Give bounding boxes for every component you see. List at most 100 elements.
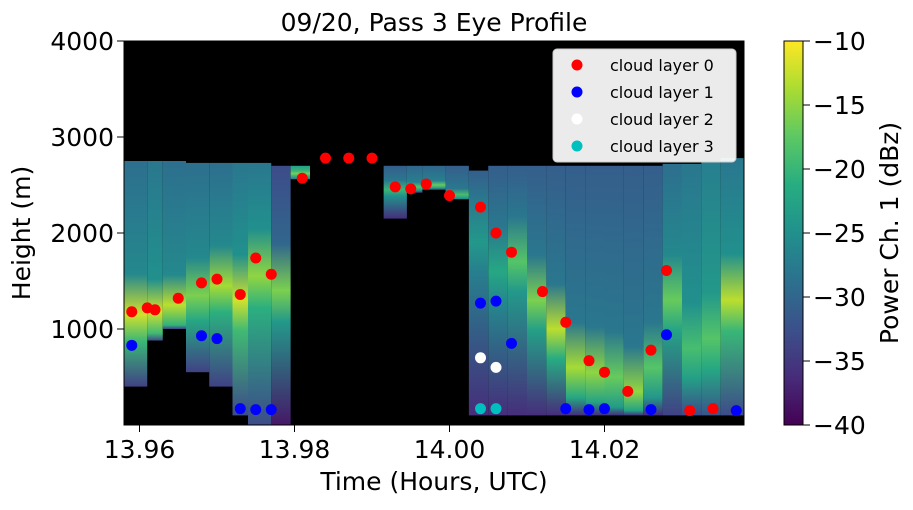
legend: cloud layer 0 cloud layer 1 cloud layer 2 c…	[552, 48, 737, 163]
cloud-layer-2-point	[490, 361, 502, 373]
heatmap-layer	[124, 158, 744, 425]
cloud-layer-1-point	[599, 403, 610, 415]
colorbar-tick-label: −35	[813, 347, 866, 376]
legend-marker	[571, 86, 583, 98]
heatmap-column	[546, 165, 566, 416]
colorbar-axis: −40 −35 −30 −25 −20 −15 −10	[803, 27, 866, 440]
heatmap-column	[604, 165, 624, 416]
heatmap-column	[186, 162, 210, 373]
legend-label: cloud layer 1	[610, 83, 714, 102]
cloud-layer-1-point	[265, 404, 277, 416]
cloud-layer-0-point	[126, 306, 138, 318]
cloud-layer-3-point	[475, 403, 486, 415]
legend-box	[552, 48, 737, 163]
cloud-layer-0-point	[583, 355, 595, 367]
cloud-layer-1-point	[126, 339, 138, 351]
y-tick-label: 1000	[50, 315, 114, 344]
cloud-layer-1-point	[661, 329, 672, 341]
heatmap-column	[124, 161, 148, 387]
heatmap-column	[507, 165, 527, 416]
cloud-layer-0-point	[444, 190, 455, 202]
cloud-layer-1-point	[506, 337, 517, 349]
y-tick-label: 4000	[50, 27, 114, 56]
cloud-layer-0-point	[661, 264, 672, 276]
heatmap-column	[565, 165, 586, 416]
heatmap-column	[682, 163, 702, 416]
x-tick-label: 13.96	[104, 435, 176, 464]
cloud-layer-1-point	[490, 295, 502, 307]
cloud-layer-1-point	[211, 333, 223, 345]
heatmap-column	[488, 165, 508, 416]
cloud-layer-1-point	[645, 404, 657, 416]
heatmap-column	[643, 165, 663, 416]
x-axis: 13.96 13.98 14.00 14.02	[104, 425, 641, 464]
y-axis-label: Height (m)	[7, 166, 36, 300]
colorbar-tick-label: −25	[813, 219, 866, 248]
cloud-layer-1-point	[196, 330, 207, 342]
heatmap-column	[248, 162, 272, 425]
cloud-layer-0-point	[420, 178, 432, 190]
heatmap-column	[209, 162, 233, 387]
cloud-layer-0-point	[645, 344, 657, 356]
legend-label: cloud layer 2	[610, 110, 714, 129]
heatmap-column	[623, 165, 644, 416]
cloud-layer-0-point	[172, 292, 184, 304]
legend-marker	[571, 59, 583, 71]
y-tick-label: 2000	[50, 219, 114, 248]
cloud-layer-0-point	[475, 201, 486, 213]
colorbar	[783, 40, 804, 426]
cloud-layer-0-point	[599, 366, 610, 378]
x-axis-label: Time (Hours, UTC)	[319, 467, 547, 496]
legend-label: cloud layer 0	[610, 56, 714, 75]
cloud-layer-0-point	[560, 316, 572, 328]
cloud-layer-0-point	[234, 288, 246, 300]
cloud-layer-1-point	[730, 405, 742, 417]
cloud-layer-0-point	[211, 273, 223, 285]
cloud-layer-0-point	[265, 268, 277, 280]
cloud-layer-0-point	[622, 385, 634, 397]
cloud-layer-0-point	[684, 405, 696, 417]
cloud-layer-0-point	[296, 172, 308, 184]
cloud-layer-3-point	[490, 403, 502, 415]
y-tick-label: 3000	[50, 123, 114, 152]
legend-marker	[571, 140, 583, 152]
colorbar-tick-label: −20	[813, 155, 866, 184]
chart-title: 09/20, Pass 3 Eye Profile	[281, 8, 588, 37]
colorbar-tick-label: −30	[813, 283, 866, 312]
cloud-layer-1-point	[250, 404, 262, 416]
legend-label: cloud layer 3	[610, 137, 714, 156]
heatmap-column	[162, 161, 186, 329]
heatmap-column	[147, 161, 163, 341]
cloud-layer-1-point	[560, 403, 572, 415]
colorbar-tick-label: −40	[813, 411, 866, 440]
cloud-layer-0-point	[537, 286, 548, 298]
cloud-layer-0-point	[320, 152, 331, 164]
cloud-layer-0-point	[366, 152, 378, 164]
x-tick-label: 13.98	[259, 435, 331, 464]
heatmap-column	[720, 158, 744, 416]
cloud-layer-0-point	[196, 277, 207, 289]
cloud-layer-1-point	[475, 297, 486, 309]
cloud-layer-1-point	[234, 403, 246, 415]
scatter-layer	[126, 152, 742, 417]
x-tick-label: 14.02	[569, 435, 641, 464]
legend-marker	[571, 113, 583, 125]
cloud-layer-1-point	[583, 404, 595, 416]
heatmap-column	[527, 165, 547, 416]
cloud-layer-0-point	[707, 403, 719, 415]
cloud-layer-2-point	[475, 352, 486, 364]
cloud-layer-0-point	[490, 227, 502, 239]
heatmap-column	[585, 165, 605, 416]
heatmap-column	[271, 165, 291, 425]
colorbar-tick-label: −15	[813, 91, 866, 120]
cloud-layer-0-point	[506, 246, 517, 258]
y-axis: 1000 2000 3000 4000	[50, 27, 124, 344]
cloud-layer-0-point	[343, 152, 355, 164]
cloud-layer-0-point	[250, 252, 262, 264]
heatmap-column	[662, 163, 682, 416]
cloud-layer-0-point	[149, 304, 161, 316]
cloud-layer-0-point	[405, 183, 417, 195]
colorbar-tick-label: −10	[813, 27, 866, 56]
heatmap-column	[701, 161, 721, 416]
